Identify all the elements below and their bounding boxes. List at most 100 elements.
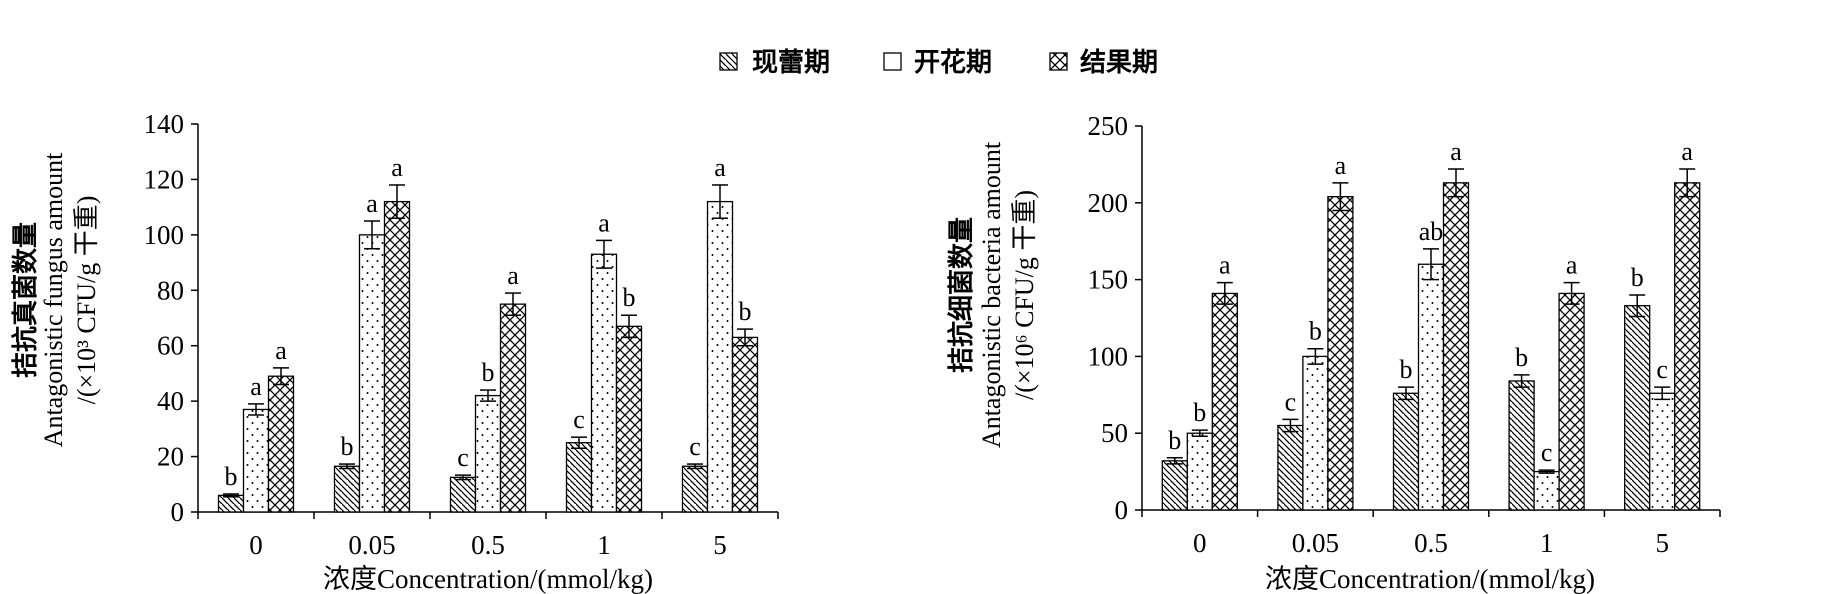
y-tick-label: 0 [171, 497, 185, 527]
significance-letter: a [1219, 251, 1231, 280]
x-tick-label: 0.5 [471, 530, 505, 560]
bar-cross [499, 303, 527, 513]
bar-cross [731, 336, 759, 513]
bar-hatch [1161, 460, 1188, 511]
significance-letter: c [1541, 438, 1553, 467]
x-axis-title: 浓度Concentration/(mmol/kg) [1265, 564, 1595, 594]
bar-cross [383, 200, 411, 513]
bar-hatch [1624, 305, 1651, 511]
bar-dots [358, 234, 386, 513]
significance-letter: a [507, 261, 519, 290]
significance-letter: ab [1419, 217, 1444, 246]
significance-letter: b [1193, 398, 1206, 427]
y-axis-title: 拮抗细菌数量 Antagonistic bacteria amount /(×1… [946, 141, 1039, 448]
significance-letter: b [1400, 355, 1413, 384]
significance-letter: a [250, 372, 262, 401]
x-axis-title: 浓度Concentration/(mmol/kg) [323, 564, 653, 594]
significance-letter: b [623, 283, 636, 312]
bar-dots [474, 394, 502, 513]
y-tick-label: 60 [157, 331, 184, 361]
significance-letter: b [1631, 263, 1644, 292]
bar-cross [267, 375, 295, 513]
y-tick-label: 140 [144, 109, 185, 139]
x-tick-label: 0.05 [348, 530, 395, 560]
y-tick-label: 40 [157, 386, 184, 416]
bar-dots [1417, 263, 1445, 511]
legend-item-1: 开花期 [883, 48, 992, 77]
significance-letter: a [598, 208, 610, 237]
y-axis-title-cn: 拮抗细菌数量 [946, 217, 976, 373]
y-tick-label: 150 [1088, 265, 1129, 295]
legend-item-0: 现蕾期 [719, 48, 830, 77]
y-tick-label: 0 [1115, 495, 1129, 525]
y-tick-label: 200 [1088, 188, 1129, 218]
x-tick-label: 0 [249, 530, 263, 560]
y-tick-label: 250 [1088, 111, 1129, 141]
x-tick-label: 0.5 [1414, 528, 1448, 558]
x-tick-label: 0 [1193, 528, 1207, 558]
bar-cross [1558, 292, 1585, 511]
legend-swatch-dots [883, 52, 902, 71]
bar-dots [590, 253, 618, 513]
significance-letter: a [1450, 137, 1462, 166]
bar-hatch [1277, 424, 1304, 511]
significance-letter: a [1566, 251, 1578, 280]
bar-cross [1674, 182, 1701, 511]
significance-letter: a [1335, 151, 1347, 180]
significance-letter: c [1656, 355, 1668, 384]
bar-cross [1211, 292, 1238, 511]
x-tick-label: 1 [1540, 528, 1554, 558]
bar-hatch [1392, 392, 1420, 511]
x-tick-label: 5 [713, 530, 727, 560]
y-tick-label: 20 [157, 442, 184, 472]
legend-label: 现蕾期 [752, 48, 830, 77]
y-axis-title-en: Antagonistic fungus amount [39, 152, 68, 447]
y-axis-title: 拮抗真菌数量 Antagonistic fungus amount /(×10³… [10, 152, 101, 447]
significance-letter: b [1309, 317, 1322, 346]
bar-dots [1533, 470, 1560, 511]
bar-hatch [333, 465, 361, 513]
legend: 现蕾期 开花期 结果期 [719, 48, 1158, 77]
bar-dots [242, 408, 270, 513]
y-axis-title-en: Antagonistic bacteria amount [977, 141, 1006, 448]
significance-letter: b [225, 462, 238, 491]
bar-hatch [681, 465, 709, 513]
bar-cross [615, 325, 643, 513]
bar-dots [1186, 432, 1213, 511]
bar-dots [1649, 392, 1676, 511]
significance-letter: a [366, 189, 378, 218]
bar-dots [1302, 355, 1329, 511]
y-tick-label: 80 [157, 275, 184, 305]
legend-swatch-hatch [719, 52, 738, 71]
legend-item-2: 结果期 [1049, 48, 1158, 77]
significance-letter: b [739, 297, 752, 326]
significance-letter: b [1515, 343, 1528, 372]
significance-letter: c [573, 405, 585, 434]
y-axis-title-cn: 拮抗真菌数量 [10, 222, 40, 378]
legend-label: 开花期 [914, 48, 992, 77]
bar-dots [706, 200, 734, 513]
bar-hatch [217, 494, 245, 513]
y-axis-title-unit: /(×10⁶ CFU/g 干重) [1010, 190, 1039, 400]
chart-bacteria: 拮抗细菌数量 Antagonistic bacteria amount /(×1… [946, 111, 1721, 594]
significance-letter: b [1168, 426, 1181, 455]
x-tick-label: 5 [1655, 528, 1669, 558]
x-tick-label: 1 [597, 530, 611, 560]
y-tick-label: 50 [1101, 418, 1128, 448]
y-axis-title-unit: /(×10³ CFU/g 干重) [72, 196, 101, 405]
legend-swatch-cross [1049, 52, 1068, 71]
bar-cross [1442, 182, 1470, 511]
y-tick-label: 100 [144, 220, 185, 250]
chart-fungus: 拮抗真菌数量 Antagonistic fungus amount /(×10³… [10, 109, 779, 594]
significance-letter: c [689, 432, 701, 461]
y-tick-label: 100 [1088, 341, 1129, 371]
legend-label: 结果期 [1080, 48, 1158, 77]
bar-hatch [1508, 380, 1535, 511]
significance-letter: a [1681, 137, 1693, 166]
bar-hatch [565, 442, 593, 513]
bar-hatch [449, 476, 477, 513]
x-tick-label: 0.05 [1292, 528, 1339, 558]
significance-letter: c [1285, 387, 1297, 416]
significance-letter: b [482, 358, 495, 387]
significance-letter: b [341, 432, 354, 461]
